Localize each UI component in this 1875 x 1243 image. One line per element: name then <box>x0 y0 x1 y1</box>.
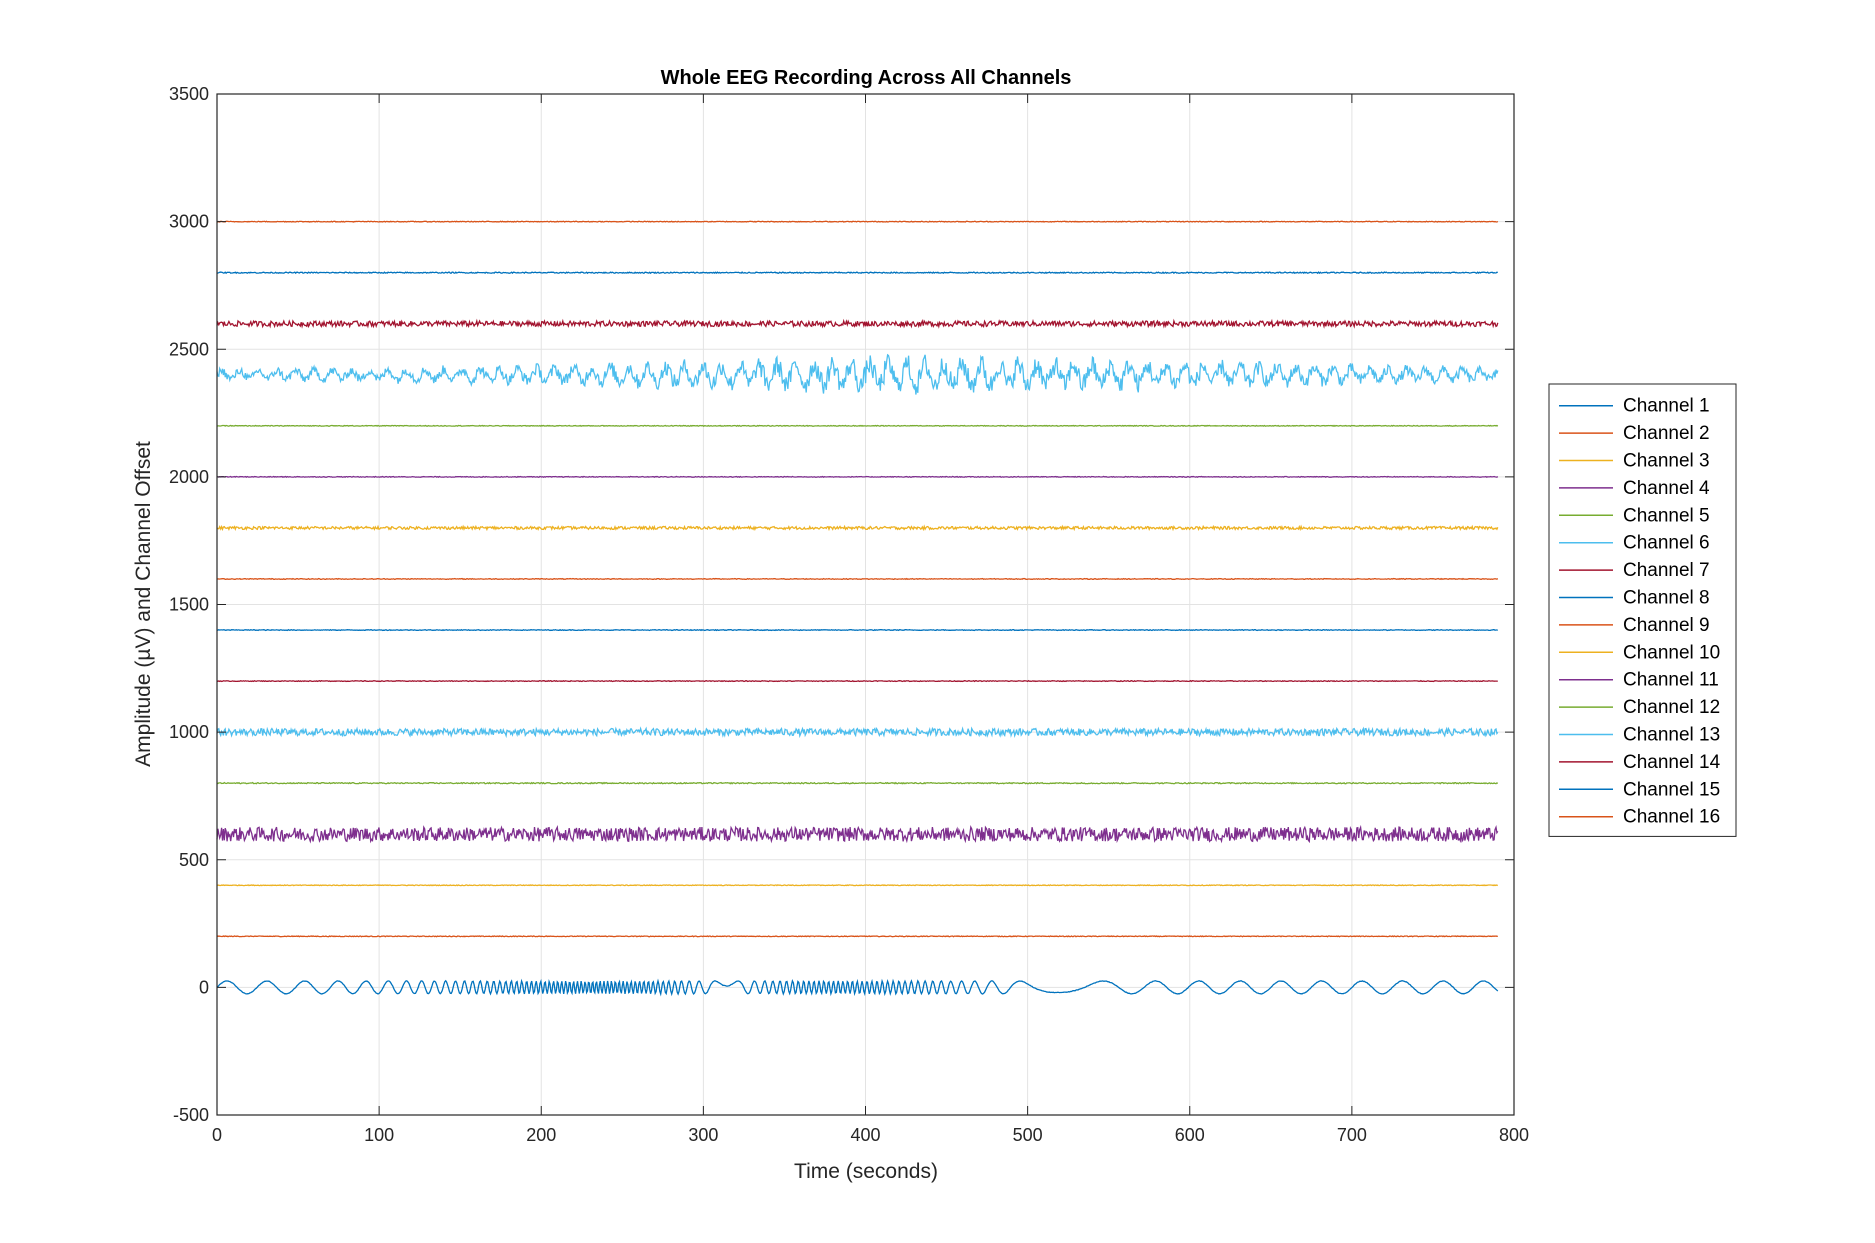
y-tick-label: 1000 <box>169 722 209 742</box>
y-tick-label: 2500 <box>169 339 209 359</box>
y-tick-label: -500 <box>173 1105 209 1125</box>
legend-entry: Channel 12 <box>1623 697 1720 718</box>
x-tick-label: 200 <box>526 1125 556 1145</box>
x-axis-label: Time (seconds) <box>794 1160 938 1183</box>
y-axis-label: Amplitude (µV) and Channel Offset <box>132 441 155 767</box>
y-tick-label: 3500 <box>169 84 209 104</box>
series-line-channel-1 <box>216 978 1499 997</box>
x-tick-label: 700 <box>1337 1125 1367 1145</box>
x-tick-label: 0 <box>212 1125 222 1145</box>
series-line-channel-8 <box>216 628 1498 632</box>
x-tick-label: 800 <box>1499 1125 1529 1145</box>
ticks: 0 100 200 300 400 500 600 700 800-50005001000150… <box>169 84 1529 1145</box>
series-line-channel-13 <box>216 353 1499 395</box>
series-line-channel-6 <box>216 726 1499 739</box>
legend-entry: Channel 7 <box>1623 560 1710 581</box>
series-group <box>216 220 1499 997</box>
series-line-channel-5 <box>216 781 1499 785</box>
series-line-channel-4 <box>216 824 1499 844</box>
series-line-channel-2 <box>216 935 1498 938</box>
series-line-channel-14 <box>216 318 1499 329</box>
legend-entry: Channel 10 <box>1623 642 1720 663</box>
legend-entry: Channel 8 <box>1623 588 1710 609</box>
y-tick-label: 2000 <box>169 467 209 487</box>
series-line-channel-10 <box>216 524 1499 532</box>
legend-entry: Channel 16 <box>1623 807 1720 828</box>
legend-entry: Channel 11 <box>1623 670 1719 691</box>
series-line-channel-11 <box>216 475 1499 479</box>
legend-entry: Channel 14 <box>1623 752 1721 773</box>
x-tick-label: 400 <box>850 1125 880 1145</box>
series-line-channel-7 <box>216 679 1498 683</box>
legend-entry: Channel 3 <box>1623 451 1710 472</box>
series-line-channel-9 <box>216 577 1499 581</box>
y-tick-label: 1500 <box>169 595 209 615</box>
x-tick-label: 500 <box>1013 1125 1043 1145</box>
legend-entry: Channel 1 <box>1623 396 1710 417</box>
legend-entry: Channel 6 <box>1623 533 1710 554</box>
series-line-channel-3 <box>216 884 1499 887</box>
y-tick-label: 500 <box>179 850 209 870</box>
legend: Channel 1 Channel 2 Channel 3 Channel 4 Chan… <box>1548 383 1737 837</box>
y-tick-label: 0 <box>199 977 209 997</box>
legend-entry: Channel 2 <box>1623 423 1710 444</box>
legend-box <box>1548 383 1737 837</box>
x-tick-label: 100 <box>364 1125 394 1145</box>
legend-entry: Channel 4 <box>1623 478 1710 499</box>
series-line-channel-15 <box>216 271 1499 275</box>
legend-entry: Channel 13 <box>1623 725 1720 746</box>
x-tick-label: 600 <box>1175 1125 1205 1145</box>
legend-entry: Channel 5 <box>1623 505 1710 526</box>
y-tick-label: 3000 <box>169 212 209 232</box>
series-line-channel-12 <box>216 424 1499 428</box>
x-tick-label: 300 <box>688 1125 718 1145</box>
chart-title: Whole EEG Recording Across All Channels <box>661 67 1072 89</box>
legend-entry: Channel 9 <box>1623 615 1710 636</box>
series-line-channel-16 <box>216 220 1499 223</box>
legend-entry: Channel 15 <box>1623 779 1720 800</box>
